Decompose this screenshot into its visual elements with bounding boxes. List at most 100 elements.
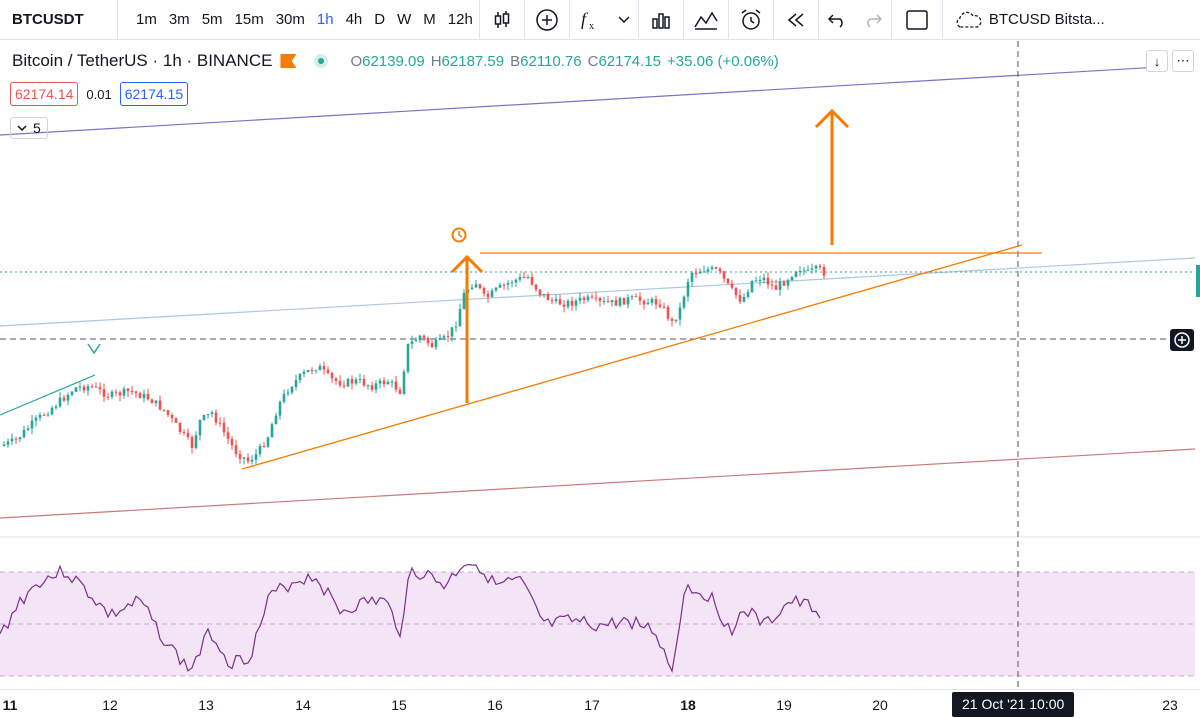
- interval-12h[interactable]: 12h: [447, 11, 473, 28]
- candle-body: [794, 271, 798, 277]
- candle-body: [750, 280, 754, 293]
- sell-button[interactable]: 62174.14: [10, 82, 79, 106]
- scroll-down-icon[interactable]: ↓: [1146, 50, 1168, 72]
- candle-body: [394, 381, 398, 390]
- indicators-collapse-button[interactable]: 5: [10, 117, 48, 139]
- candle-body: [34, 417, 38, 421]
- time-axis[interactable]: 11 12 13 14 15 16 17 18 19 20 23 21 Oct '21 10:00: [0, 689, 1200, 718]
- candle-body: [642, 300, 646, 305]
- more-options-icon[interactable]: ⋯: [1172, 50, 1194, 72]
- candle-body: [686, 281, 690, 297]
- candle-body: [374, 383, 378, 390]
- candle-body: [334, 378, 338, 381]
- candle-body: [710, 267, 714, 270]
- candle-body: [406, 343, 410, 372]
- time-axis-label: 16: [487, 697, 503, 713]
- candle-body: [694, 272, 698, 274]
- market-status-icon[interactable]: [314, 54, 329, 68]
- symbol-search[interactable]: BTCUSDT: [0, 0, 118, 39]
- candle-body: [222, 422, 226, 433]
- candle-body: [426, 337, 430, 344]
- time-axis-label: 17: [584, 697, 600, 713]
- candle-body: [102, 389, 106, 397]
- candle-body: [238, 454, 242, 459]
- candle-body: [98, 386, 102, 390]
- toolbar-divider: [478, 0, 480, 39]
- interval-4h[interactable]: 4h: [345, 11, 363, 28]
- time-axis-label: 13: [198, 697, 214, 713]
- candle-body: [558, 299, 562, 305]
- candle-body: [530, 276, 534, 285]
- templates-icon[interactable]: [684, 0, 728, 39]
- interval-m[interactable]: M: [423, 11, 436, 28]
- candle-body: [610, 300, 614, 303]
- candle-body: [218, 422, 222, 424]
- candle-body: [822, 267, 826, 276]
- candle-body: [46, 414, 50, 416]
- channel-line: [0, 374, 96, 416]
- candle-body: [762, 277, 766, 281]
- candle-body: [106, 396, 110, 398]
- replay-icon[interactable]: [774, 0, 818, 39]
- legend-symbol-title[interactable]: Bitcoin / TetherUS · 1h · BINANCE: [12, 51, 273, 70]
- chevron-down-icon[interactable]: [610, 0, 638, 39]
- candle-body: [450, 327, 454, 337]
- candles-icon[interactable]: [480, 0, 524, 39]
- candle-body: [350, 378, 354, 384]
- candle-body: [234, 445, 238, 455]
- candle-body: [614, 300, 618, 306]
- candle-body: [798, 270, 802, 272]
- toolbar-divider: [890, 0, 892, 39]
- candle-body: [542, 293, 546, 296]
- svg-text:x: x: [589, 21, 594, 31]
- chart-corner-buttons: ↓ ⋯: [1146, 50, 1194, 72]
- interval-w[interactable]: W: [397, 11, 412, 28]
- time-axis-label: 11: [2, 697, 18, 713]
- add-compare-icon[interactable]: [525, 0, 569, 39]
- bar-chart-icon[interactable]: [639, 0, 683, 39]
- ohlc-open: 62139.09: [362, 52, 425, 70]
- candle-body: [470, 287, 474, 290]
- candle-body: [458, 309, 462, 327]
- interval-5m[interactable]: 5m: [201, 11, 223, 28]
- flag-icon[interactable]: [280, 54, 297, 68]
- candle-body: [546, 293, 550, 301]
- ohlc-high: 62187.59: [441, 52, 505, 70]
- add-price-level-button[interactable]: [1170, 329, 1194, 351]
- candle-body: [434, 339, 438, 348]
- buy-button[interactable]: 62174.15: [119, 82, 189, 106]
- alert-clock-hands: [458, 231, 463, 238]
- candle-body: [294, 380, 298, 387]
- interval-30m[interactable]: 30m: [275, 11, 305, 28]
- candle-body: [638, 296, 642, 301]
- compare-symbol-label: BTCUSD Bitsta...: [988, 11, 1105, 28]
- chart-area[interactable]: Bitcoin / TetherUS · 1h · BINANCE O62139…: [0, 41, 1200, 718]
- chart-canvas[interactable]: [0, 41, 1200, 689]
- ohlc-low: 62110.76: [520, 52, 582, 70]
- interval-1h[interactable]: 1h: [316, 11, 334, 28]
- candle-body: [38, 414, 42, 418]
- candle-body: [330, 373, 334, 379]
- candle-body: [550, 300, 554, 302]
- candle-body: [626, 297, 630, 305]
- interval-1m[interactable]: 1m: [136, 11, 157, 28]
- chevron-down-icon: [17, 124, 27, 131]
- interval-d[interactable]: D: [374, 11, 386, 28]
- layout-icon[interactable]: [892, 0, 942, 39]
- undo-icon[interactable]: [819, 0, 855, 39]
- alert-icon[interactable]: [729, 0, 773, 39]
- redo-icon[interactable]: [855, 0, 891, 39]
- toolbar-divider: [727, 0, 729, 39]
- candle-body: [790, 276, 794, 281]
- interval-15m[interactable]: 15m: [234, 11, 264, 28]
- candle-body: [42, 414, 46, 416]
- candle-body: [110, 391, 114, 397]
- compare-symbol-button[interactable]: BTCUSD Bitsta...: [943, 0, 1105, 39]
- candle-body: [26, 428, 30, 430]
- candle-body: [818, 265, 822, 268]
- toolbar-divider: [817, 0, 819, 39]
- candle-body: [282, 393, 286, 402]
- interval-3m[interactable]: 3m: [168, 11, 190, 28]
